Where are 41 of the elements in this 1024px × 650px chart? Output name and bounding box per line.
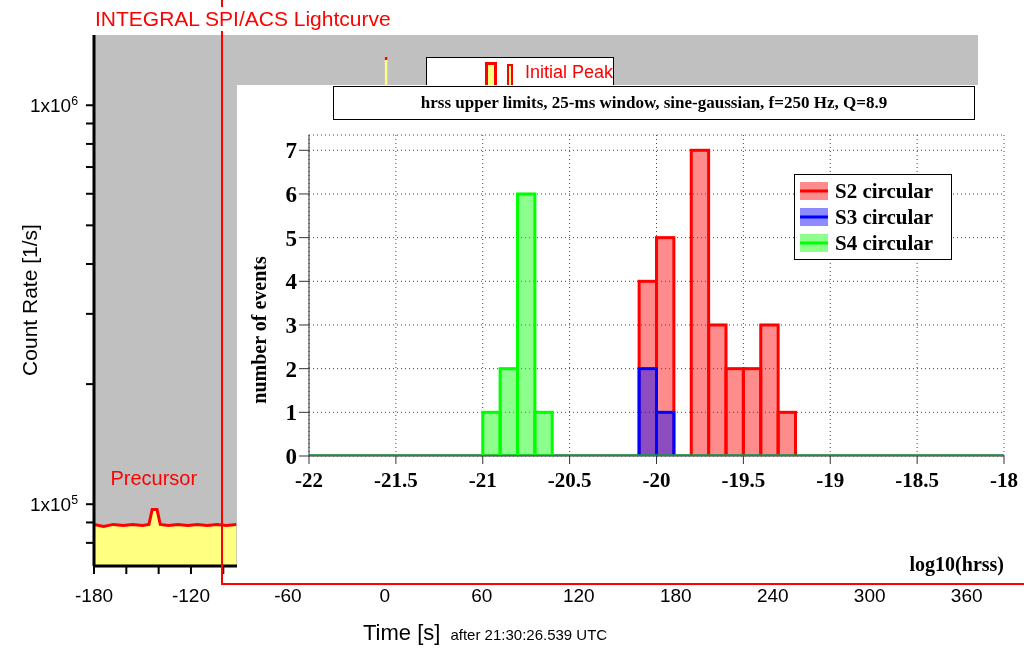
y-tick-label: 1 [285, 400, 297, 426]
x-tick-label: -21.5 [374, 467, 418, 492]
x-tick-label: 0 [379, 585, 391, 607]
annotation: Precursor [110, 467, 198, 490]
chart-title: hrss upper limits, 25-ms window, sine-gaussian, f=250 Hz, Q=8.9 [420, 93, 888, 113]
x-tick-label: -18.5 [895, 467, 939, 492]
x-axis-title: Time [s] [363, 620, 441, 645]
x-tick-label: -21 [468, 467, 497, 492]
annotation: Initial Peak [525, 62, 614, 82]
y-tick-label: 1x10$^{6}$ [29, 94, 79, 117]
y-tick-label: 4 [285, 269, 298, 295]
x-tick-label: 240 [756, 585, 789, 607]
x-tick-label: -20 [642, 467, 671, 492]
y-tick-label: 7 [285, 138, 297, 164]
x-axis-title: log10(hrss) [909, 553, 1004, 575]
y-axis-title: number of events [247, 256, 270, 404]
y-tick-label: 3 [285, 313, 297, 339]
x-tick-label: -19 [816, 467, 845, 492]
y-tick-label: 5 [285, 225, 297, 251]
x-tick-label: 180 [659, 585, 692, 607]
legend-label: S4 circular [835, 230, 934, 256]
legend-label: S3 circular [835, 204, 934, 230]
text: after 21:30:26.539 UTC [450, 626, 608, 643]
x-tick-label: 300 [853, 585, 886, 607]
y-tick-label: 0 [285, 444, 297, 470]
x-tick-label: 360 [950, 585, 983, 607]
x-tick-label: 120 [562, 585, 595, 607]
y-axis-title: Count Rate [1/s] [18, 224, 41, 376]
x-tick-label: -18 [990, 467, 1018, 492]
x-tick-label: -60 [274, 585, 302, 607]
x-tick-label: -20.5 [547, 467, 592, 492]
y-tick-label: 1x10$^{5}$ [29, 493, 79, 516]
x-tick-label: -120 [171, 585, 210, 607]
y-tick-label: 6 [285, 182, 297, 208]
x-tick-label: -19.5 [721, 467, 766, 492]
x-tick-label: -22 [295, 467, 323, 492]
x-tick-label: 60 [471, 585, 493, 607]
legend-label: S2 circular [835, 178, 934, 204]
chart-title: INTEGRAL SPI/ACS Lightcurve [95, 7, 391, 30]
x-tick-label: -180 [74, 585, 114, 607]
y-tick-label: 2 [285, 356, 297, 382]
